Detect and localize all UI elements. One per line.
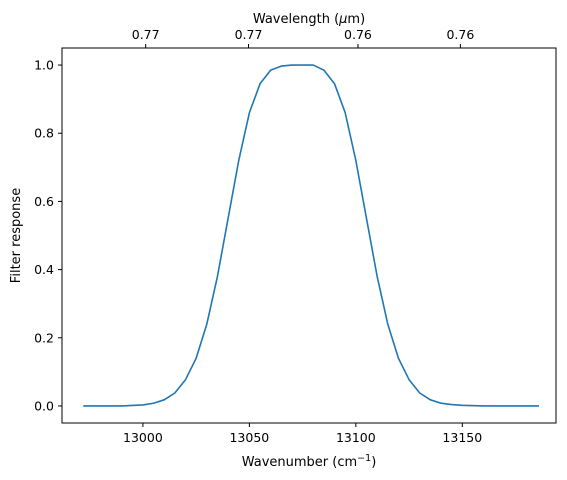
y-tick-label: 0.4 [34,262,54,277]
top-x-tick-label: 0.77 [235,27,263,42]
top-x-tick-label: 0.76 [446,27,474,42]
y-tick-label: 1.0 [34,58,54,73]
y-tick-label: 0.6 [34,194,54,209]
x-axis-label: Wavenumber (cm−1) [242,453,377,471]
y-axis: 0.0 0.2 0.4 0.6 0.8 1.0 [34,58,62,413]
top-x-axis-label-main: Wavelength ( [253,12,339,27]
top-x-axis: 0.77 0.77 0.76 0.76 [132,27,474,48]
series-line-0 [83,64,539,407]
top-x-tick-label: 0.77 [132,27,160,42]
top-x-axis-label-mu: μ [338,12,347,27]
top-x-tick-label: 0.76 [344,27,372,42]
x-axis-label-suffix: ) [371,455,376,470]
top-x-axis-label: Wavelength (μm) [253,12,365,27]
top-x-axis-label-suffix: m) [347,12,365,27]
x-axis-label-main: Wavenumber (cm [242,455,357,470]
x-tick-label: 13100 [336,430,376,445]
y-tick-label: 0.0 [34,398,54,413]
y-axis-label: Filter response [9,188,24,283]
x-axis-label-superscript: −1 [357,453,371,464]
x-tick-label: 13000 [123,430,163,445]
y-tick-label: 0.8 [34,126,54,141]
y-tick-label: 0.2 [34,330,54,345]
axes-frame [61,47,557,424]
x-tick-label: 13150 [442,430,482,445]
x-axis: 13000 13050 13100 13150 [123,423,482,445]
plot-area [83,64,539,407]
x-tick-label: 13050 [229,430,269,445]
